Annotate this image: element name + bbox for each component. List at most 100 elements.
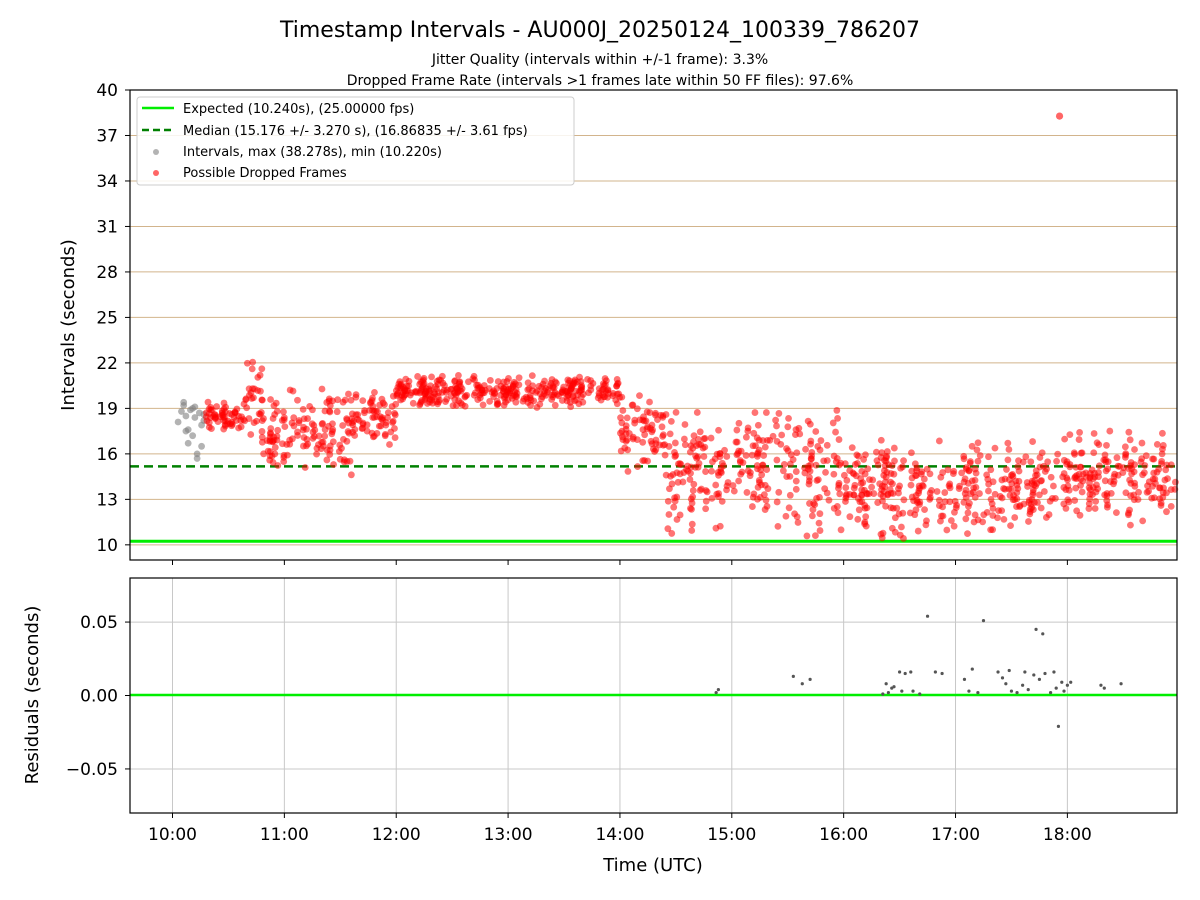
dropped-frame-point [709,458,716,466]
residual-point [714,690,718,695]
dropped-frame-point [945,482,953,490]
dropped-frame-point [1029,489,1037,496]
residual-point [1021,683,1025,687]
dropped-frame-point [696,428,704,436]
dropped-frame-point [345,390,352,398]
dropped-frame-point [1107,489,1115,497]
dropped-frame-point [470,372,478,380]
dropped-frame-point [579,398,587,406]
residual-point [970,667,974,671]
intervals-plot: 10 13 16 19 22 25 28 31 34 37 40 Intervals (second… [58,81,1179,565]
dropped-frame-point [1027,458,1035,466]
dropped-frame-point [393,390,401,398]
dropped-frame-point [279,440,286,448]
dropped-frame-point [862,451,869,459]
dropped-frame-point [238,413,245,421]
dropped-frame-point [624,468,632,475]
dropped-frame-point [754,421,762,429]
dropped-frame-point [899,509,907,517]
dropped-frame-point [1131,446,1138,453]
dropped-frame-point [646,398,653,406]
dropped-frame-point [286,386,294,394]
dropped-frame-point [564,376,572,384]
dropped-frame-point [846,513,854,521]
dropped-frame-point [665,443,673,450]
dropped-frame-point [933,488,941,495]
dropped-frame-point [823,441,831,449]
residual-point [1052,670,1056,674]
residual-point [1054,686,1058,690]
dropped-frame-point [878,449,886,457]
dropped-frame-point [290,422,298,430]
dropped-frame-point [422,392,430,400]
dropped-frame-point [1007,522,1014,530]
dropped-frame-point [815,519,823,527]
residual-point [976,690,980,695]
dropped-frame-point [676,460,684,467]
dropped-frame-point [991,490,999,498]
dropped-frame-point [787,451,795,459]
dropped-frame-point [506,389,514,397]
dropped-frame-point [1064,476,1071,484]
dropped-frame-point [835,436,843,443]
dropped-frame-point [749,442,757,450]
dropped-frame-point [391,411,399,419]
dropped-frame-point [989,478,997,486]
dropped-frame-point [1121,443,1129,451]
dropped-frame-point [1035,491,1043,499]
dropped-frame-point [966,458,974,465]
residual-point [886,690,891,695]
dropped-frame-point [486,397,494,405]
dropped-frame-point [243,404,251,412]
dropped-frame-point [985,487,992,495]
dropped-frame-point [370,432,378,440]
dropped-frame-point [703,488,711,496]
dropped-frame-point [1000,516,1008,523]
dropped-frame-point [1125,511,1132,519]
dropped-frame-point [964,509,972,517]
dropped-frame-point [665,511,673,518]
dropped-frame-point [889,490,897,497]
residual-point [962,677,967,681]
dropped-frame-point [333,408,341,416]
dropped-frame-point [757,466,765,474]
dropped-frame-point [1073,507,1081,515]
dropped-frame-point [339,422,347,429]
dropped-frame-point [874,499,882,507]
dropped-frame-point [796,430,804,438]
dropped-frame-point [891,514,899,522]
dropped-frame-point [887,478,895,486]
intervals-ytick-label: 40 [96,81,118,101]
dropped-frame-point [204,398,212,406]
residual-point [940,671,944,676]
residual-point [911,689,915,693]
dropped-frame-point [744,467,752,475]
dropped-frame-point [313,450,320,458]
dropped-frame-point [922,521,930,529]
dropped-frame-point [742,433,750,441]
dropped-frame-point [834,509,842,517]
dropped-frame-point [673,469,681,477]
dropped-frame-point [935,496,943,504]
residual-point [1032,673,1036,677]
dropped-frame-point [205,423,213,431]
dropped-frame-point [809,506,817,513]
dropped-frame-point [855,506,863,514]
dropped-frame-point [309,434,317,442]
residual-point [1007,668,1011,673]
dropped-frame-point [862,522,870,530]
dropped-frame-point [1104,458,1112,466]
dropped-frame-point [633,405,641,413]
residual-point [933,670,937,674]
dropped-frame-point [764,485,772,493]
dropped-frame-point [664,497,672,505]
dropped-frame-point [883,468,891,476]
dropped-frame-point [258,396,266,404]
residual-point [903,671,907,676]
dropped-frame-point [810,499,817,507]
dropped-frame-point [351,432,359,439]
dropped-frame-point [1127,492,1135,500]
dropped-frame-point [1061,435,1069,443]
dropped-frame-point [247,431,255,438]
dropped-frame-point [1071,450,1079,458]
